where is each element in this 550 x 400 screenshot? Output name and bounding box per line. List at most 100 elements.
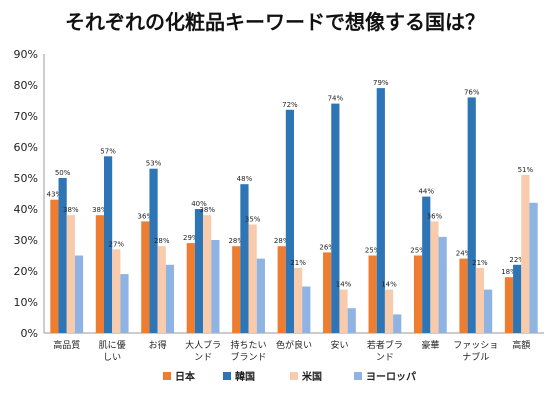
bar-1-1 <box>103 156 113 333</box>
data-label: 28% <box>228 237 244 245</box>
bar-0-7 <box>368 255 377 333</box>
y-tick-label: 0% <box>21 327 38 340</box>
data-label: 76% <box>464 88 480 96</box>
chart-title: それぞれの化粧品キーワードで想像する国は？ <box>65 10 485 34</box>
data-label: 44% <box>418 188 434 196</box>
bar-3-9 <box>484 289 493 333</box>
bar-0-6 <box>323 252 332 333</box>
legend-label: ヨーロッパ <box>366 371 416 383</box>
legend-swatch <box>290 372 298 380</box>
data-label: 38% <box>63 206 79 214</box>
bar-2-6 <box>339 289 348 333</box>
y-tick-label: 50% <box>14 172 38 185</box>
bar-1-7 <box>376 88 385 333</box>
data-label: 25% <box>365 247 381 255</box>
bar-2-10 <box>521 174 530 333</box>
bar-1-9 <box>467 97 476 334</box>
data-label: 25% <box>410 247 426 255</box>
category-label: 色が良い <box>276 339 312 351</box>
data-label: 35% <box>245 216 261 224</box>
data-label: 21% <box>472 259 488 267</box>
data-label: 53% <box>146 160 162 168</box>
bar-2-2 <box>157 246 166 333</box>
bar-3-2 <box>165 264 175 333</box>
legend-label: 日本 <box>175 370 196 383</box>
bar-1-0 <box>58 178 67 333</box>
legend-label: 米国 <box>302 370 322 383</box>
bar-2-4 <box>248 224 257 333</box>
bar-0-1 <box>95 215 104 333</box>
legend-swatch <box>354 372 362 380</box>
legend-label: 韓国 <box>235 370 255 383</box>
data-label: 57% <box>100 147 116 155</box>
bar-1-6 <box>331 103 340 333</box>
data-label: 48% <box>237 175 253 183</box>
bar-1-2 <box>149 168 158 333</box>
bar-2-7 <box>384 289 394 333</box>
data-label: 22% <box>509 256 525 264</box>
category-label: 高額 <box>512 339 530 351</box>
bar-0-2 <box>141 221 150 333</box>
bar-2-8 <box>430 221 439 333</box>
y-tick-label: 20% <box>14 265 38 278</box>
legend-swatch <box>163 372 171 380</box>
data-label: 36% <box>427 212 443 220</box>
data-label: 24% <box>456 250 472 258</box>
data-label: 38% <box>92 206 108 214</box>
bar-3-8 <box>438 236 447 333</box>
bar-1-5 <box>285 109 294 333</box>
bar-3-3 <box>211 240 220 333</box>
bar-0-3 <box>186 243 195 333</box>
y-tick-label: 70% <box>14 110 38 123</box>
bar-1-10 <box>513 264 522 333</box>
data-label: 28% <box>274 237 290 245</box>
bar-2-3 <box>203 215 212 333</box>
category-label: ファッショナブル <box>453 341 498 363</box>
data-label: 79% <box>373 79 389 87</box>
bar-3-4 <box>256 258 265 333</box>
y-tick-label: 80% <box>14 79 38 92</box>
data-label: 27% <box>108 240 124 248</box>
bar-2-5 <box>294 267 303 333</box>
bar-1-4 <box>240 184 249 333</box>
bar-0-5 <box>277 246 286 333</box>
category-label: 若者ブランド <box>367 339 403 363</box>
category-label: 高品質 <box>53 339 80 351</box>
data-label: 26% <box>319 243 335 251</box>
bar-0-4 <box>232 246 241 333</box>
bar-3-10 <box>529 202 538 333</box>
bar-2-1 <box>112 249 121 333</box>
data-label: 21% <box>290 259 306 267</box>
data-label: 28% <box>154 237 170 245</box>
data-label: 40% <box>191 200 207 208</box>
data-label: 36% <box>138 212 154 220</box>
bar-2-9 <box>475 267 485 333</box>
data-label: 14% <box>336 281 352 289</box>
data-label: 50% <box>55 169 71 177</box>
bar-0-0 <box>50 199 59 333</box>
data-label: 14% <box>381 281 397 289</box>
bar-1-3 <box>194 209 204 333</box>
category-label: 肌に優しい <box>99 339 126 363</box>
y-tick-label: 90% <box>14 48 38 61</box>
y-tick-label: 40% <box>14 203 38 216</box>
data-label: 72% <box>282 101 298 109</box>
data-label: 29% <box>183 234 199 242</box>
data-label: 51% <box>518 166 534 174</box>
bar-1-8 <box>422 196 431 333</box>
bar-2-0 <box>66 215 75 333</box>
category-label: お得 <box>149 339 167 351</box>
data-label: 74% <box>328 95 344 103</box>
legend-swatch <box>223 372 231 380</box>
y-tick-label: 30% <box>14 234 38 247</box>
data-label: 18% <box>501 268 517 276</box>
bar-0-10 <box>504 277 514 333</box>
category-label: 豪華 <box>421 339 439 351</box>
data-label: 43% <box>47 191 63 199</box>
bar-3-5 <box>302 286 311 333</box>
category-label: 大人ブランド <box>185 339 221 363</box>
bar-3-1 <box>120 274 129 333</box>
category-label: 安い <box>330 339 348 351</box>
bar-0-9 <box>459 258 468 333</box>
